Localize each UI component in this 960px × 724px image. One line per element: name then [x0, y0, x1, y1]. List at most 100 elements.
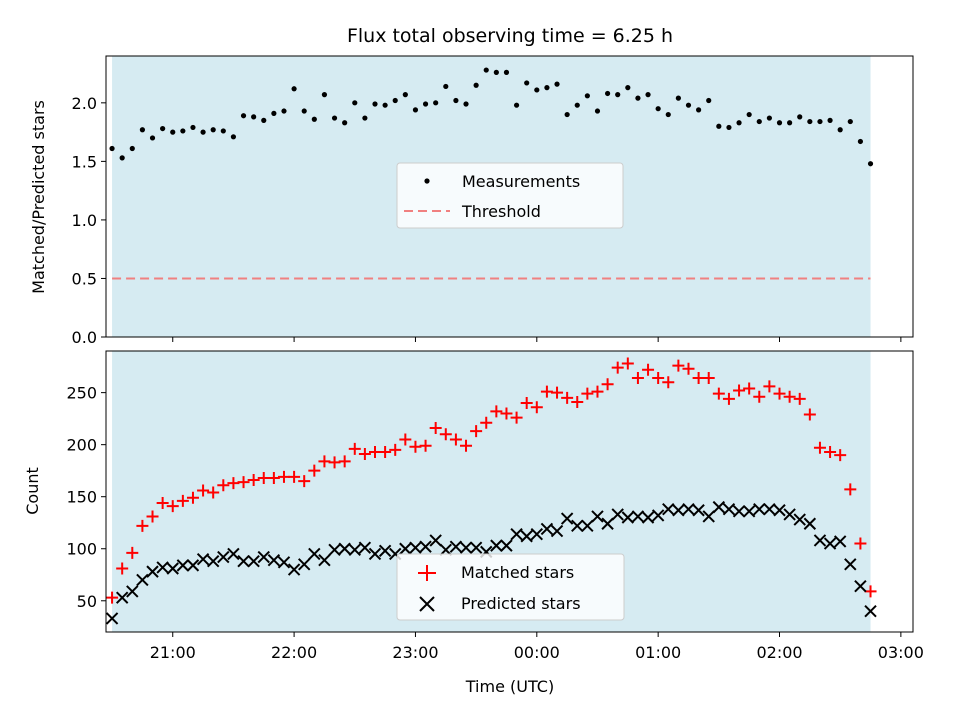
predicted-star-point	[864, 604, 877, 618]
measurement-point	[190, 124, 196, 131]
matched-star-point	[500, 407, 513, 420]
matched-star-point	[733, 384, 746, 397]
matched-star-point	[308, 464, 321, 477]
predicted-star-point	[328, 543, 341, 556]
measurement-point	[564, 111, 570, 118]
matched-star-point	[217, 479, 230, 492]
measurement-point	[685, 102, 692, 108]
matched-star-point	[611, 361, 624, 374]
matched-star-point	[702, 372, 715, 385]
measurement-point	[473, 82, 479, 88]
predicted-star-point	[540, 522, 554, 536]
matched-star-point	[227, 477, 240, 490]
measurement-point	[867, 161, 874, 167]
predicted-star-point	[662, 502, 675, 516]
count-xtick-label: 01:00	[635, 643, 681, 662]
count-legend: Matched stars Predicted stars	[396, 553, 625, 621]
predicted-star-point	[621, 511, 635, 524]
legend-measurements-label: Measurements	[462, 172, 580, 191]
predicted-star-point	[641, 511, 655, 524]
measurement-point	[170, 129, 176, 135]
count-legend-box	[396, 553, 625, 621]
matched-star-point	[176, 494, 189, 507]
matched-star-point	[338, 455, 351, 468]
matched-star-point	[854, 537, 867, 550]
legend-predicted-label: Predicted stars	[461, 594, 581, 613]
matched-star-point	[591, 385, 604, 398]
ratio-legend-box	[396, 162, 624, 229]
count-ytick-label: 250	[66, 384, 97, 403]
matched-star-point	[601, 378, 614, 391]
predicted-star-point	[510, 527, 523, 541]
matched-star-point	[368, 445, 381, 458]
predicted-star-point	[530, 527, 544, 541]
predicted-star-point	[429, 534, 442, 547]
matched-star-point	[540, 385, 553, 398]
matched-star-point	[834, 449, 847, 462]
predicted-star-point	[287, 563, 301, 576]
matched-star-point	[186, 491, 199, 504]
measurement-point	[281, 108, 287, 114]
predicted-star-point	[419, 540, 432, 553]
measurement-point	[503, 69, 510, 75]
predicted-star-point	[631, 510, 645, 523]
matched-star-point	[652, 372, 665, 385]
measurement-point	[807, 118, 813, 125]
measurement-point	[483, 67, 489, 73]
predicted-star-point	[722, 502, 736, 516]
predicted-star-point	[490, 539, 503, 552]
matched-star-point	[288, 470, 301, 483]
measurement-point	[513, 102, 520, 108]
matched-star-point	[106, 591, 119, 604]
measurement-point	[392, 97, 398, 104]
measurement-point	[534, 87, 540, 93]
measurement-point	[251, 114, 257, 120]
measurement-point	[129, 145, 135, 152]
count-panel: 50 100 150 200 250 21:00 22:00 23:00 00:00 01:00…	[23, 350, 924, 696]
predicted-star-point	[833, 535, 847, 548]
ratio-plot-frame	[105, 55, 914, 338]
measurement-point	[382, 102, 388, 108]
ratio-legend: Measurements Threshold	[396, 162, 624, 229]
measurement-point	[372, 101, 378, 107]
predicted-star-point	[378, 544, 392, 558]
predicted-star-point	[439, 543, 452, 556]
measurement-point	[524, 80, 530, 86]
matched-star-point	[470, 425, 483, 438]
measurement-point	[230, 134, 237, 140]
predicted-star-point	[409, 541, 422, 554]
matched-star-point	[510, 411, 523, 424]
matched-star-point	[551, 386, 564, 399]
ratio-ytick-label: 1.5	[72, 152, 97, 171]
matched-star-point	[207, 486, 220, 499]
measurement-point	[119, 155, 125, 161]
matched-star-point	[561, 391, 574, 404]
measurement-point	[220, 128, 226, 134]
measurement-point	[443, 83, 449, 90]
measurement-point	[766, 115, 772, 121]
measurement-point	[635, 95, 641, 101]
predicted-star-point	[308, 547, 321, 561]
measurement-point	[696, 107, 702, 113]
predicted-star-point	[227, 547, 240, 561]
measurement-point	[160, 125, 166, 132]
matched-star-point	[662, 376, 675, 389]
legend-threshold-label: Threshold	[461, 202, 541, 221]
measurement-point	[655, 106, 661, 112]
measurement-point	[463, 101, 469, 107]
matched-star-point	[267, 471, 280, 484]
ratio-ytick-label: 0.0	[72, 328, 97, 347]
matched-star-point	[844, 483, 857, 496]
count-ytick-label: 50	[77, 592, 97, 611]
predicted-star-point	[338, 542, 351, 555]
matched-star-point	[429, 422, 442, 435]
predicted-star-point	[682, 502, 695, 516]
measurement-point	[776, 120, 783, 126]
predicted-star-point	[550, 524, 564, 538]
predicted-star-point	[348, 543, 361, 556]
matched-star-point	[480, 416, 493, 429]
predicted-star-point	[217, 550, 230, 564]
count-xtick-label: 21:00	[150, 643, 196, 662]
measurement-point	[342, 120, 348, 126]
predicted-star-point	[459, 541, 473, 554]
